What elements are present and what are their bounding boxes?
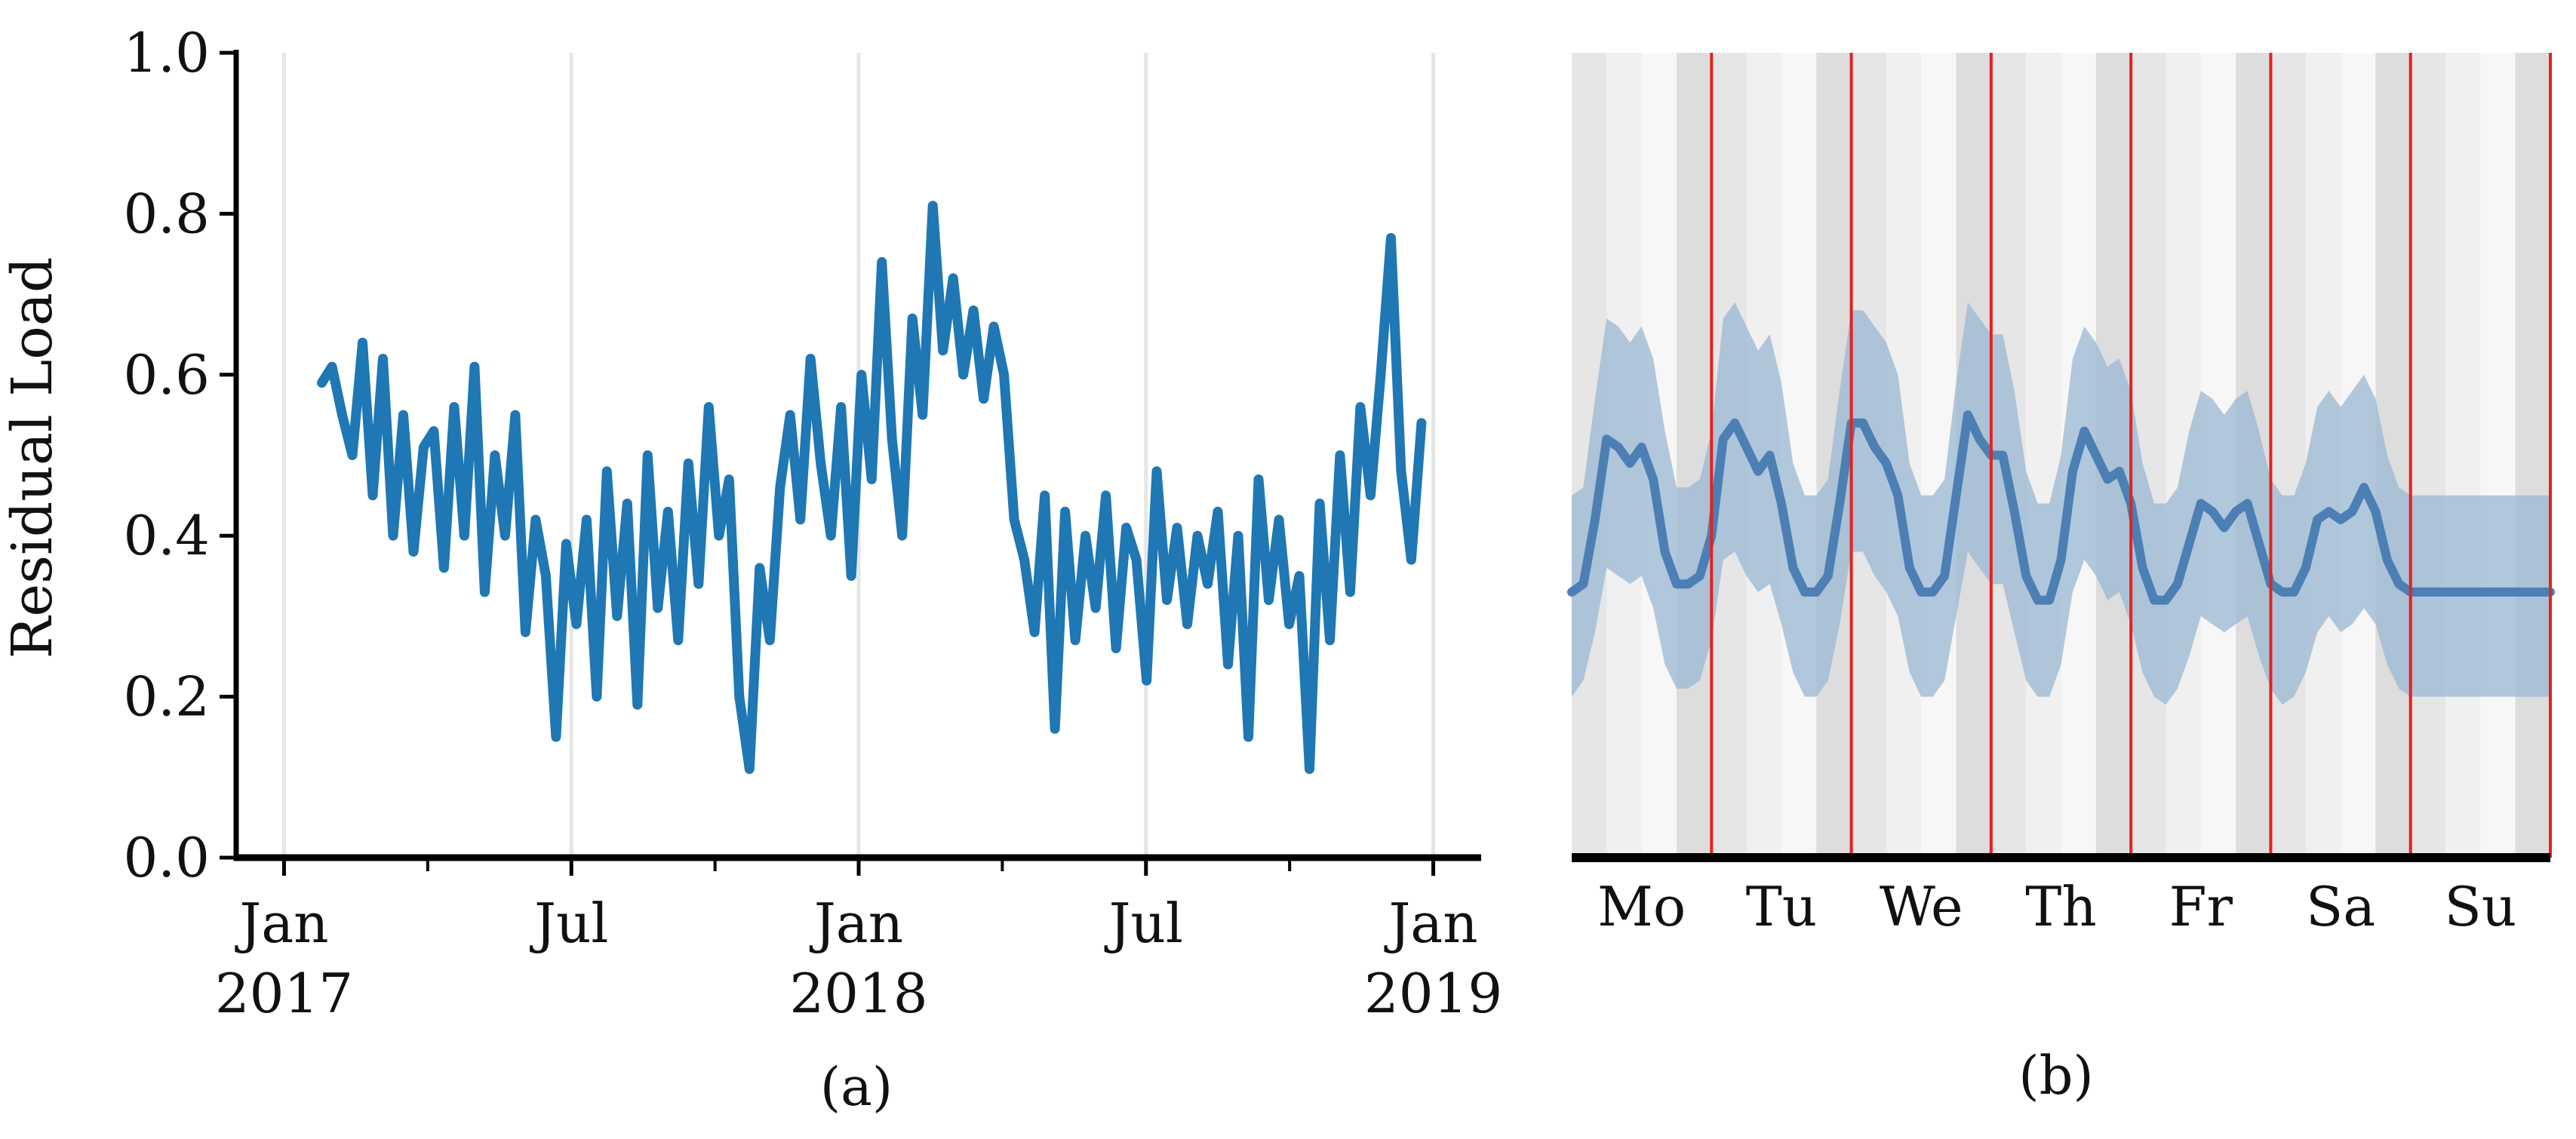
a-y-tick-label-0: 0.0 <box>123 826 210 889</box>
b-day-label-su: Su <box>2445 875 2517 938</box>
b-day-label-th: Th <box>2025 875 2096 938</box>
a-x-tick-label-1: Jul <box>529 892 608 955</box>
panel-b-weekly-profile: Mo Tu We Th Fr Sa Su (b) <box>1567 53 2555 1107</box>
b-day-label-sa: Sa <box>2306 875 2375 938</box>
b-band-3-1 <box>2026 53 2061 858</box>
a-y-tick-label-4: 0.8 <box>123 182 210 245</box>
a-x-tick-year-0: 2017 <box>215 962 353 1025</box>
a-y-tick-label-5: 1.0 <box>123 21 210 84</box>
b-band-6-1 <box>2445 53 2481 858</box>
a-x-tick-label-2: Jan <box>809 892 903 955</box>
b-day-separators <box>1710 53 2552 858</box>
a-caption: (a) <box>820 1056 893 1118</box>
b-band-6-0 <box>2410 53 2446 858</box>
a-y-tick-label-3: 0.6 <box>123 343 210 407</box>
b-band-5-0 <box>2270 53 2307 858</box>
b-mean-line-layer <box>1567 410 2555 605</box>
b-uncertainty-band-layer <box>1572 302 2550 705</box>
b-day-label-mo: Mo <box>1597 875 1686 938</box>
a-y-axis-label: Residual Load <box>0 257 65 659</box>
b-day-label-fr: Fr <box>2169 875 2233 938</box>
a-x-tick-label-3: Jul <box>1104 892 1183 955</box>
a-x-ticks: Jan 2017 Jul Jan 2018 Jul Jan 2019 <box>215 858 1502 1025</box>
b-mean-line <box>1567 410 2555 605</box>
b-uncertainty-band <box>1572 302 2550 705</box>
b-band-6-3 <box>2515 53 2551 858</box>
a-x-tick-year-4: 2019 <box>1364 962 1502 1025</box>
b-day-label-we: We <box>1880 875 1963 938</box>
a-series-layer <box>317 201 1427 775</box>
b-band-6-2 <box>2480 53 2516 858</box>
a-x-tick-year-2: 2018 <box>789 962 927 1025</box>
a-residual-load-line <box>317 201 1427 775</box>
a-y-ticks: 0.0 0.2 0.4 0.6 0.8 1.0 <box>123 21 236 889</box>
a-x-tick-label-0: Jan <box>234 892 328 955</box>
b-day-labels: Mo Tu We Th Fr Sa Su <box>1597 875 2516 938</box>
b-caption: (b) <box>2018 1045 2093 1107</box>
a-y-tick-label-2: 0.4 <box>123 504 210 567</box>
a-x-tick-label-4: Jan <box>1383 892 1477 955</box>
a-y-tick-label-1: 0.2 <box>123 665 210 729</box>
b-day-label-tu: Tu <box>1746 875 1817 938</box>
